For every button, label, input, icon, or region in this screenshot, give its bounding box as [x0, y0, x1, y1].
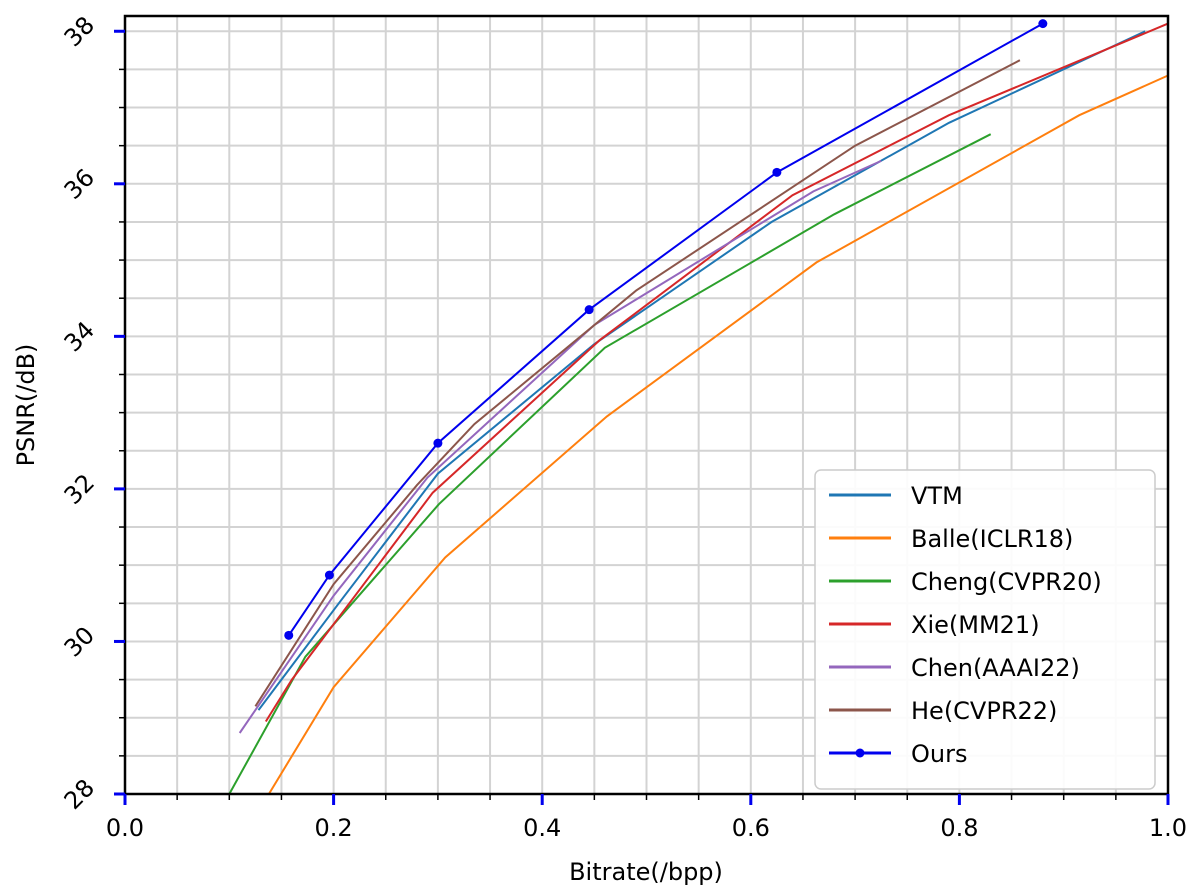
series-line-5: [254, 59, 1021, 707]
legend-label: Balle(ICLR18): [911, 525, 1073, 553]
x-tick-label: 0.2: [315, 814, 353, 842]
legend-label: He(CVPR22): [911, 697, 1057, 725]
y-axis-label: PSNR(/dB): [12, 344, 40, 467]
data-point: [324, 570, 334, 580]
legend: VTM Balle(ICLR18) Cheng(CVPR20) Xie(MM21) Ch…: [814, 469, 1156, 790]
y-tick-label: 28: [59, 774, 100, 815]
legend-marker: [855, 748, 865, 758]
y-tick-label: 32: [59, 469, 100, 510]
x-tick-label: 0.4: [523, 814, 561, 842]
series-lines: [228, 19, 1169, 795]
legend-label: Ours: [911, 740, 967, 768]
legend-label: Cheng(CVPR20): [911, 568, 1102, 596]
data-point: [772, 167, 782, 177]
legend-label: Chen(AAAI22): [911, 654, 1080, 682]
data-point: [1038, 19, 1048, 29]
series-line-6: [287, 22, 1044, 636]
y-tick-label: 38: [59, 11, 100, 52]
series-line-4: [238, 159, 882, 734]
series-line-1: [268, 74, 1169, 795]
x-tick-label: 0.0: [106, 814, 144, 842]
data-point: [584, 305, 594, 315]
y-tick-label: 30: [59, 621, 100, 662]
legend-box: [814, 469, 1156, 790]
legend-label: Xie(MM21): [911, 611, 1040, 639]
x-tick-label: 1.0: [1149, 814, 1187, 842]
data-point: [284, 630, 294, 640]
legend-label: VTM: [911, 482, 963, 510]
x-axis-label: Bitrate(/bpp): [569, 858, 723, 886]
y-tick-label: 36: [59, 163, 100, 204]
data-point: [433, 438, 443, 448]
y-tick-label: 34: [59, 316, 100, 357]
x-tick-label: 0.6: [732, 814, 770, 842]
x-tick-label: 0.8: [940, 814, 978, 842]
series-line-3: [264, 22, 1169, 723]
